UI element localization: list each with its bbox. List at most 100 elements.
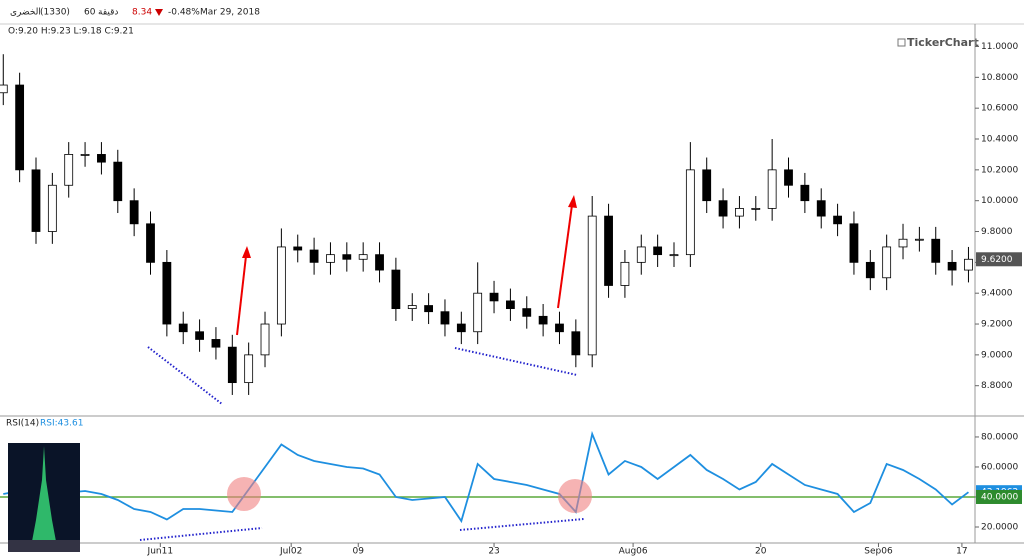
candle-body — [653, 246, 663, 256]
candle-body — [751, 207, 761, 210]
candle-body — [702, 169, 712, 202]
candle-body — [898, 238, 908, 248]
x-tick-label: 20 — [755, 547, 767, 557]
candle-body — [849, 223, 859, 263]
candle-body — [97, 154, 106, 163]
reference-tag-label: 40.0000 — [981, 492, 1018, 502]
annotations — [139, 195, 592, 541]
y-tick-label: 10.4000 — [981, 135, 1018, 145]
y-tick-label: 9.4000 — [981, 289, 1013, 299]
date: Mar 29, 2018 — [200, 8, 260, 18]
y-tick-label: 11.0000 — [981, 42, 1018, 52]
candle-body — [407, 305, 417, 310]
x-tick-label: 23 — [488, 547, 499, 557]
y-tick-label: 10.2000 — [981, 165, 1018, 175]
candle-body — [800, 184, 810, 202]
arrow — [236, 255, 247, 336]
candle-body — [162, 261, 172, 325]
logo: TickerChart — [907, 36, 979, 49]
y-tick-label: 9.8000 — [981, 227, 1013, 237]
y-tick-label: 10.0000 — [981, 196, 1018, 206]
highlight — [558, 479, 592, 513]
candle-body — [604, 215, 613, 286]
x-tick-label: Aug06 — [619, 547, 648, 557]
candle-body — [767, 169, 777, 209]
candle-body — [947, 261, 957, 271]
tower-image — [8, 443, 80, 552]
x-tick-label: 09 — [353, 547, 365, 557]
candle-body — [914, 238, 924, 241]
arrow-head — [568, 195, 577, 208]
trend-line — [139, 527, 263, 541]
x-tick-label: Sep06 — [864, 547, 893, 557]
candle-body — [424, 305, 434, 313]
y-tick-label: 10.6000 — [981, 104, 1018, 114]
down-arrow — [155, 9, 163, 16]
candle-body — [506, 300, 515, 310]
change: -0.48% — [168, 8, 200, 18]
trend-line — [147, 346, 223, 405]
candle-body — [538, 315, 548, 325]
candle-body — [522, 308, 532, 317]
candle-body — [620, 261, 630, 286]
y-tick-label: 80.0000 — [981, 432, 1018, 442]
tower — [30, 446, 58, 552]
candle-body — [718, 200, 728, 217]
candle-body — [293, 246, 303, 251]
candle-body — [129, 200, 139, 225]
candle-body — [816, 200, 826, 217]
candle-body — [31, 169, 41, 232]
candle-body — [882, 246, 892, 279]
candle-body — [964, 258, 973, 271]
candle-body — [571, 331, 581, 356]
candle-body — [80, 154, 90, 156]
candle-body — [685, 169, 695, 256]
y-tick-label: 20.0000 — [981, 522, 1018, 532]
candle-body — [669, 254, 679, 257]
candle-body — [473, 292, 483, 333]
x-tick-label: Jul02 — [279, 547, 302, 557]
candle-body — [391, 269, 401, 310]
candle-body — [440, 311, 450, 325]
candle-body — [342, 254, 352, 260]
symbol-code: (1330) — [40, 8, 70, 18]
logo-icon — [897, 38, 906, 47]
highlight — [227, 477, 261, 511]
y-tick-label: 10.8000 — [981, 73, 1018, 83]
candle-body — [784, 169, 793, 186]
ground — [8, 540, 80, 552]
candle-body — [276, 246, 286, 325]
reference-tag — [976, 489, 1022, 504]
y-tick-label: 8.8000 — [981, 381, 1013, 391]
x-tick-label: 17 — [956, 547, 967, 557]
candle-body — [833, 215, 842, 225]
candle-body — [931, 238, 941, 263]
interval: 60 — [84, 8, 96, 18]
candle-body — [489, 292, 499, 302]
candle-body — [260, 323, 270, 356]
indicator-value: RSI:43.61 — [40, 419, 83, 429]
price-tag-label: 9.6200 — [981, 255, 1013, 265]
candle-body — [587, 215, 597, 356]
arrow — [557, 204, 573, 309]
candle-body — [0, 84, 8, 94]
candle-body — [735, 207, 744, 217]
candle-body — [113, 161, 123, 202]
interval-unit: دقيقة — [98, 8, 118, 18]
candle-body — [326, 254, 335, 263]
candle-body — [636, 246, 646, 263]
candle-body — [64, 154, 74, 186]
last-price: 8.34 — [132, 8, 152, 18]
rsi-line — [3, 430, 969, 524]
candle-body — [456, 323, 466, 333]
candle-body — [358, 254, 368, 260]
candle-body — [227, 346, 237, 384]
indicator-title: RSI(14) — [6, 419, 39, 429]
candle-body — [309, 249, 319, 263]
y-tick-label: 60.0000 — [981, 462, 1018, 472]
candle-body — [375, 254, 384, 271]
candle-body — [178, 323, 188, 333]
candle-body — [244, 354, 254, 384]
x-tick-label: Jun11 — [147, 547, 174, 557]
symbol-name: الخضرى — [10, 8, 41, 18]
